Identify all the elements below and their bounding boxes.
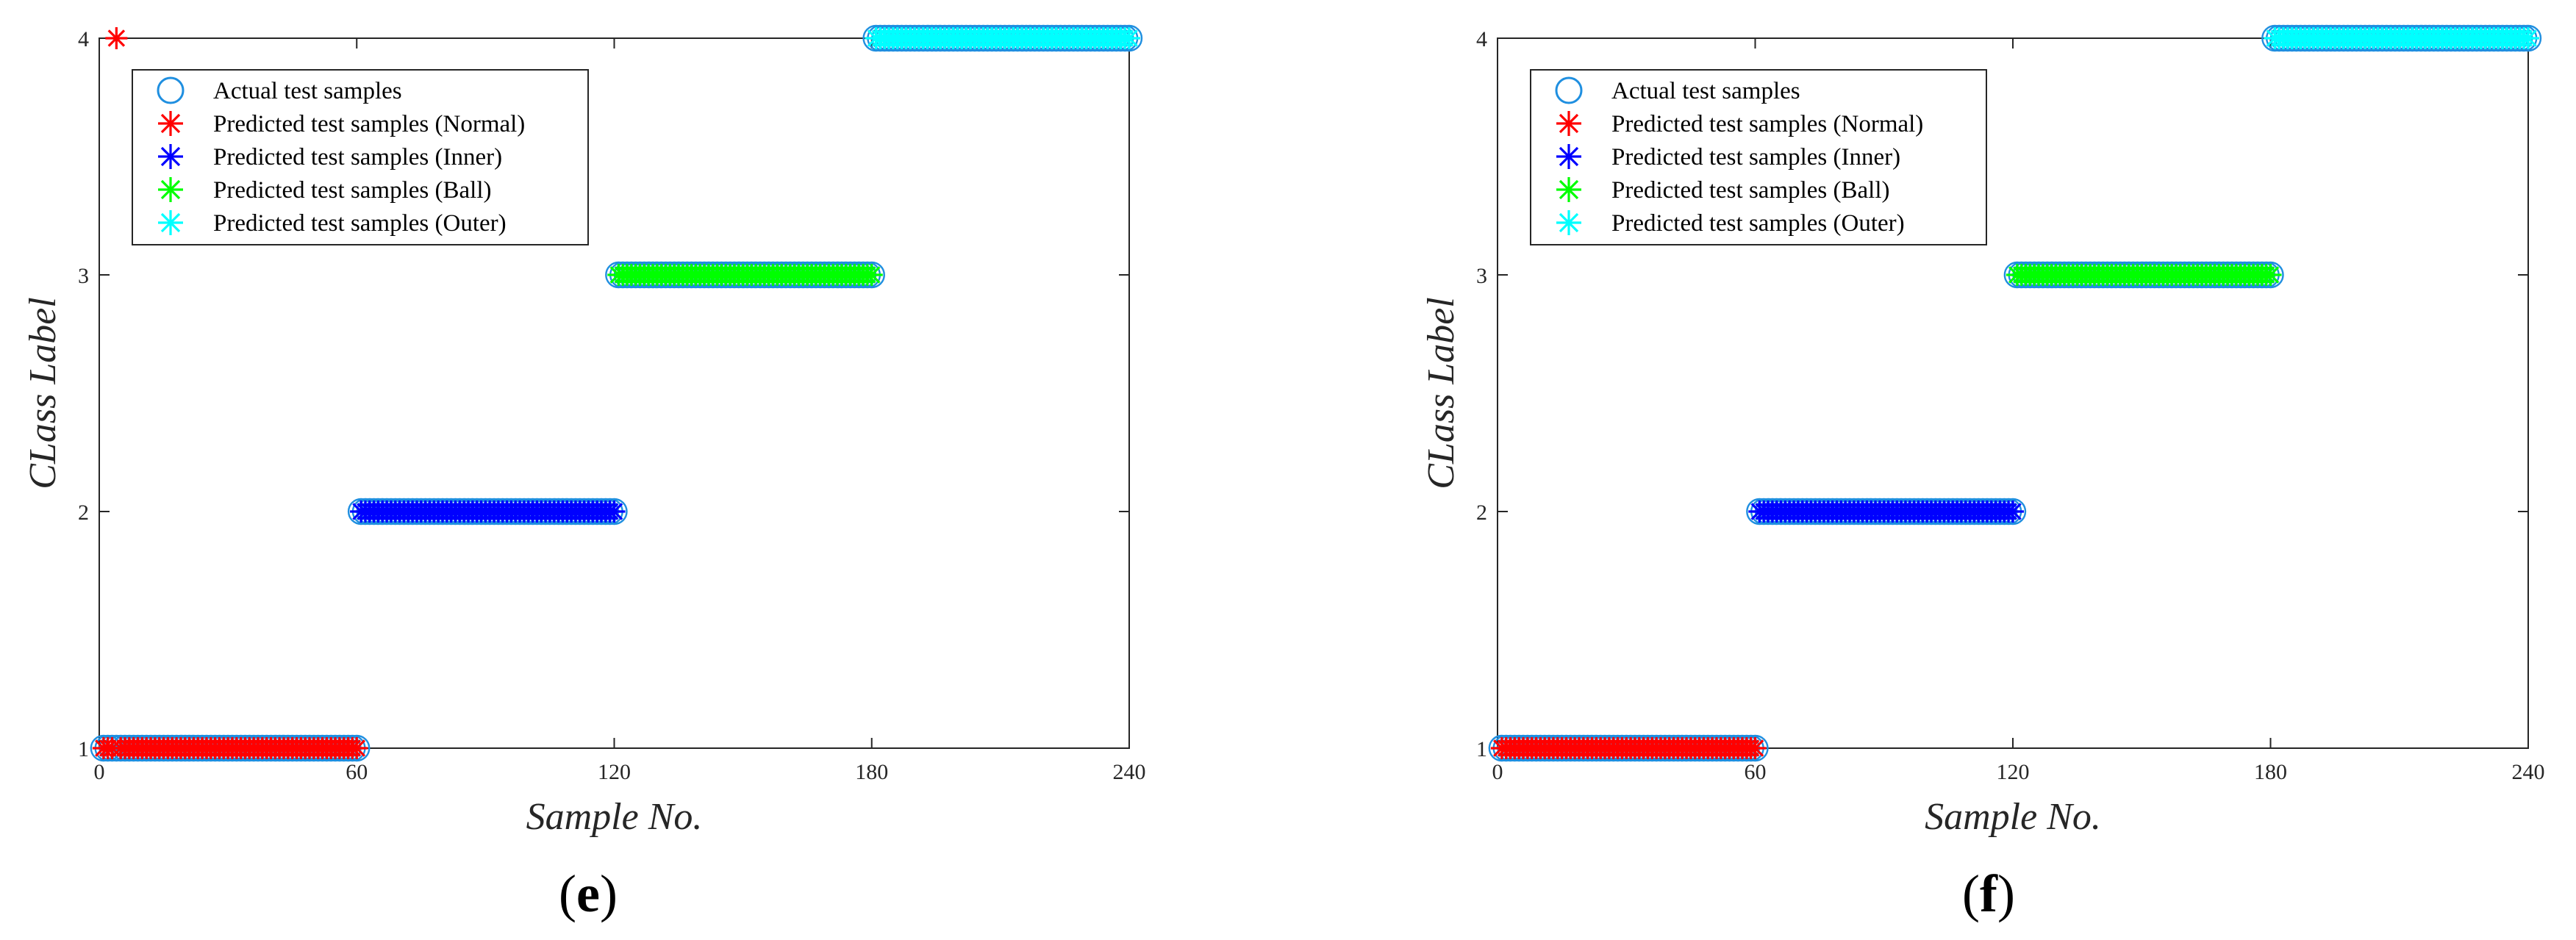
legend-star-icon	[1556, 144, 1581, 169]
series-predicted-2	[1748, 501, 2024, 523]
series-predicted-4	[865, 27, 1140, 49]
legend-circle-icon	[157, 76, 185, 104]
legend: Actual test samples Predicted test sample…	[132, 69, 589, 245]
legend-item-1: Predicted test samples (Normal)	[1556, 111, 1923, 137]
x-tick-label: 0	[94, 760, 105, 784]
panel-label: (e)	[559, 864, 618, 923]
x-tick-label: 180	[2254, 760, 2287, 784]
legend-label: Predicted test samples (Normal)	[1611, 111, 1923, 137]
data-point-star	[1744, 737, 1767, 759]
series-predicted-3	[2006, 264, 2282, 286]
series-predicted-3	[607, 264, 883, 286]
legend-item-3: Predicted test samples (Ball)	[158, 177, 492, 204]
x-axis-title: Sample No.	[1925, 796, 2101, 838]
legend-label: Actual test samples	[213, 78, 402, 104]
legend-label: Predicted test samples (Outer)	[1611, 210, 1905, 237]
legend-label: Predicted test samples (Outer)	[213, 210, 507, 237]
legend-item-4: Predicted test samples (Outer)	[158, 210, 507, 237]
legend-box	[132, 69, 589, 245]
y-tick-label: 3	[1476, 264, 1487, 288]
legend-box	[1530, 69, 1987, 245]
data-point-star	[2002, 501, 2024, 523]
x-tick-label: 120	[598, 760, 631, 784]
y-tick-label: 2	[78, 501, 89, 525]
x-tick-label: 60	[1745, 760, 1767, 784]
chart-panel-e: 0 60 120 180 240 1 2 3 4 Sample No. CLass Label Act…	[22, 24, 1146, 923]
legend-star-icon	[1556, 111, 1581, 136]
x-tick-label: 240	[2512, 760, 2545, 784]
data-point-star	[2517, 27, 2539, 49]
y-tick-label: 3	[78, 264, 89, 288]
data-marks	[90, 24, 1143, 762]
legend-star-icon	[158, 177, 183, 202]
legend-item-1: Predicted test samples (Normal)	[158, 111, 525, 137]
chart-panel-f: 0 60 120 180 240 1 2 3 4 Sample No. CLass Label Act…	[1420, 24, 2545, 923]
series-predicted-1	[92, 27, 368, 759]
x-axis-title: Sample No.	[526, 796, 703, 838]
legend-circle-icon	[1555, 76, 1583, 104]
data-point-star	[2259, 264, 2282, 286]
legend-star-icon	[158, 210, 183, 235]
legend-label: Predicted test samples (Inner)	[213, 144, 502, 171]
series-predicted-4	[2264, 27, 2539, 49]
y-tick-label: 2	[1476, 501, 1487, 525]
y-tick-label: 1	[78, 737, 89, 761]
y-axis-title: CLass Label	[1420, 297, 1462, 489]
legend-label: Predicted test samples (Ball)	[213, 177, 492, 204]
x-tick-label: 240	[1113, 760, 1146, 784]
panel-label: (f)	[1962, 864, 2015, 923]
legend-label: Predicted test samples (Normal)	[213, 111, 525, 137]
legend: Actual test samples Predicted test sample…	[1530, 69, 1987, 245]
data-point-star	[1118, 27, 1140, 49]
legend-item-0: Actual test samples	[1555, 76, 1800, 104]
series-predicted-1	[1490, 737, 1767, 759]
data-point-star	[603, 501, 626, 523]
legend-item-2: Predicted test samples (Inner)	[158, 144, 502, 171]
y-tick-label: 4	[78, 27, 89, 51]
x-tick-label: 120	[1997, 760, 2030, 784]
legend-star-icon	[158, 144, 183, 169]
legend-star-icon	[158, 111, 183, 136]
legend-label: Predicted test samples (Inner)	[1611, 144, 1900, 171]
legend-label: Actual test samples	[1611, 78, 1800, 104]
legend-star-icon	[1556, 177, 1581, 202]
data-point-star	[105, 27, 128, 49]
data-point-star	[860, 264, 883, 286]
legend-item-4: Predicted test samples (Outer)	[1556, 210, 1905, 237]
legend-label: Predicted test samples (Ball)	[1611, 177, 1890, 204]
y-axis-title: CLass Label	[22, 297, 64, 489]
data-marks	[1488, 24, 2542, 762]
legend-item-3: Predicted test samples (Ball)	[1556, 177, 1890, 204]
x-tick-label: 180	[855, 760, 888, 784]
x-tick-label: 0	[1492, 760, 1503, 784]
y-tick-label: 1	[1476, 737, 1487, 761]
series-predicted-2	[350, 501, 626, 523]
data-point-star	[346, 737, 368, 759]
legend-item-2: Predicted test samples (Inner)	[1556, 144, 1900, 171]
legend-star-icon	[1556, 210, 1581, 235]
legend-item-0: Actual test samples	[157, 76, 402, 104]
x-tick-label: 60	[346, 760, 368, 784]
y-tick-label: 4	[1476, 27, 1487, 51]
